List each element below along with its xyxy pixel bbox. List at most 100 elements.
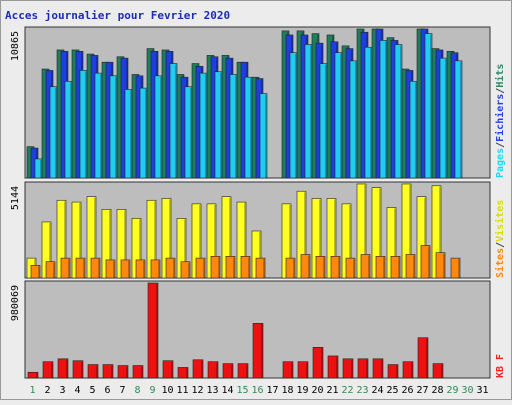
- bar-kb-f-day-2: [42, 361, 54, 379]
- bar-shade-visites-day-12: [199, 204, 201, 278]
- bar-shade-visites-day-11: [184, 219, 186, 278]
- bar-shade-pages-day-23: [370, 48, 372, 178]
- bar-kb-f-day-25: [387, 364, 399, 379]
- bar-sites-day-22: [345, 257, 356, 279]
- x-tick-label-3: 3: [59, 385, 65, 396]
- bar-sites-day-24: [375, 256, 386, 279]
- bar-shade-visites-day-2: [49, 222, 51, 278]
- bar-kb-f-day-23: [357, 358, 369, 379]
- bar-shade-kb-f-day-13: [216, 362, 218, 378]
- bar-shade-pages-day-12: [205, 74, 207, 178]
- bar-shade-kb-f-day-23: [366, 359, 368, 378]
- bar-shade-sites-day-5: [98, 259, 100, 278]
- bar-sites-day-12: [195, 257, 206, 279]
- bar-kb-f-day-13: [207, 361, 219, 379]
- bar-shade-pages-day-3: [70, 82, 72, 178]
- bar-shade-pages-day-15: [250, 78, 252, 178]
- bar-sites-day-26: [405, 254, 416, 279]
- bar-shade-visites-day-7: [124, 210, 126, 278]
- x-tick-label-17: 17: [266, 385, 278, 396]
- legend-label-1-4: Hits: [494, 64, 506, 88]
- bar-shade-kb-f-day-25: [396, 365, 398, 378]
- bar-sites-day-10: [165, 257, 176, 279]
- bar-shade-visites-day-28: [439, 186, 441, 278]
- bar-shade-sites-day-16: [263, 259, 265, 278]
- bar-kb-f-day-6: [102, 364, 114, 379]
- bar-shade-sites-day-3: [68, 259, 70, 278]
- bar-shade-visites-day-26: [409, 185, 411, 278]
- bar-kb-f-day-1: [27, 371, 39, 379]
- bar-kb-f-day-10: [162, 360, 174, 379]
- bar-shade-pages-day-5: [100, 74, 102, 178]
- bar-shade-visites-day-25: [394, 208, 396, 278]
- bar-shade-visites-day-13: [214, 204, 216, 278]
- x-tick-label-28: 28: [431, 385, 443, 396]
- bar-shade-sites-day-20: [323, 257, 325, 278]
- bar-shade-visites-day-15: [244, 203, 246, 278]
- bar-shade-sites-day-8: [143, 260, 145, 278]
- bar-kb-f-day-7: [117, 365, 129, 379]
- x-tick-label-22: 22: [341, 385, 353, 396]
- legend-label-1-1: /: [495, 142, 506, 148]
- bar-shade-sites-day-23: [368, 255, 370, 278]
- bar-shade-kb-f-day-28: [441, 364, 443, 378]
- bar-shade-visites-day-23: [364, 185, 366, 278]
- x-tick-label-9: 9: [149, 385, 155, 396]
- bar-kb-f-day-8: [132, 365, 144, 379]
- bar-shade-sites-day-6: [113, 260, 115, 278]
- bar-pages-day-16: [259, 93, 268, 179]
- bar-shade-kb-f-day-18: [291, 362, 293, 378]
- x-tick-label-29: 29: [446, 385, 458, 396]
- bar-shade-sites-day-22: [353, 259, 355, 278]
- bar-sites-day-18: [285, 257, 296, 279]
- bar-sites-day-19: [300, 254, 311, 279]
- x-tick-label-30: 30: [461, 385, 473, 396]
- bar-shade-kb-f-day-5: [96, 365, 98, 378]
- bar-sites-day-5: [90, 257, 101, 279]
- bar-shade-visites-day-4: [79, 203, 81, 278]
- bar-sites-day-7: [120, 259, 131, 279]
- bar-shade-visites-day-18: [289, 204, 291, 278]
- bar-kb-f-day-24: [372, 358, 384, 379]
- bar-shade-sites-day-19: [308, 255, 310, 278]
- x-tick-label-27: 27: [416, 385, 428, 396]
- x-tick-label-11: 11: [176, 385, 188, 396]
- bar-shade-kb-f-day-12: [201, 360, 203, 378]
- bar-sites-day-14: [225, 256, 236, 279]
- legend-label-2-1: /: [495, 242, 506, 248]
- bar-shade-pages-day-13: [220, 72, 222, 178]
- bar-sites-day-1: [30, 265, 41, 279]
- bar-shade-kb-f-day-11: [186, 368, 188, 378]
- bar-shade-visites-day-10: [169, 199, 171, 278]
- legend-label-2-2: Visites: [494, 200, 506, 242]
- x-tick-label-31: 31: [476, 385, 488, 396]
- bar-shade-kb-f-day-7: [126, 366, 128, 378]
- bar-shade-sites-day-18: [293, 259, 295, 278]
- bar-kb-f-day-19: [297, 361, 309, 379]
- bar-shade-sites-day-4: [83, 259, 85, 278]
- x-tick-label-7: 7: [119, 385, 125, 396]
- bar-shade-pages-day-14: [235, 75, 237, 178]
- x-tick-label-26: 26: [401, 385, 413, 396]
- bar-sites-day-4: [75, 257, 86, 279]
- bar-kb-f-day-4: [72, 360, 84, 379]
- bar-shade-pages-day-25: [400, 45, 402, 178]
- bar-kb-f-day-12: [192, 359, 204, 379]
- panel-2-ymax-label: 5144: [10, 186, 21, 210]
- bar-shade-visites-day-21: [334, 199, 336, 278]
- bar-sites-day-27: [420, 245, 431, 279]
- bar-shade-sites-day-12: [203, 259, 205, 278]
- bar-kb-f-day-22: [342, 358, 354, 379]
- legend-label-1-2: Fichiers: [494, 94, 506, 142]
- bar-kb-f-day-3: [57, 358, 69, 379]
- bar-shade-pages-day-27: [430, 34, 432, 178]
- bar-kb-f-day-14: [222, 363, 234, 379]
- bar-kb-f-day-26: [402, 361, 414, 379]
- bar-shade-pages-day-16: [265, 94, 267, 178]
- bar-shade-pages-day-19: [310, 45, 312, 178]
- x-tick-label-14: 14: [221, 385, 233, 396]
- x-tick-label-2: 2: [44, 385, 50, 396]
- bar-shade-kb-f-day-16: [261, 324, 263, 378]
- bar-shade-kb-f-day-27: [426, 338, 428, 378]
